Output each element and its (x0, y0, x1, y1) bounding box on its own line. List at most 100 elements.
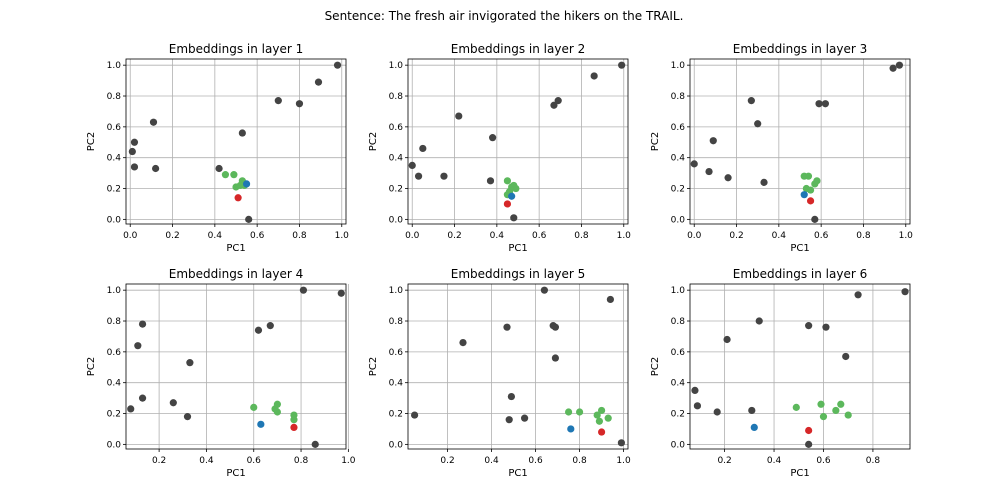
point-other-1 (134, 342, 142, 350)
x-axis-label: PC1 (508, 468, 527, 479)
y-tick-label-3: 0.6 (389, 348, 404, 358)
point-other-10 (889, 64, 897, 72)
point-other-4 (747, 97, 755, 105)
point-other-11 (617, 439, 626, 447)
y-tick-label-3: 0.6 (107, 348, 122, 358)
point-other-0 (130, 138, 139, 146)
point-green-14 (819, 413, 828, 421)
point-other-9 (299, 286, 308, 294)
y-tick-label-2: 0.4 (671, 154, 686, 164)
y-tick-label-2: 0.4 (107, 379, 122, 389)
point-green-12 (503, 177, 512, 185)
point-other-6 (540, 286, 549, 294)
figure-suptitle: Sentence: The fresh air invigorated the … (325, 9, 684, 23)
x-tick-label-5: 1.0 (899, 231, 914, 241)
point-green-16 (595, 417, 604, 425)
point-blue-18 (242, 180, 251, 188)
point-other-5 (183, 413, 192, 421)
y-axis-label: PC2 (86, 357, 97, 376)
x-tick-label-3: 0.6 (814, 231, 829, 241)
x-tick-label-2: 0.6 (528, 456, 543, 466)
x-tick-label-3: 0.8 (294, 456, 309, 466)
point-blue-18 (800, 191, 808, 199)
y-tick-label-5: 1.0 (389, 61, 404, 71)
panel-layer-5: 0.2 0.4 0.6 0.8 1.0 0.0 0.2 0.4 0.6 0.8 1.0 Embeddi… (368, 267, 631, 479)
y-tick-label-3: 0.6 (671, 123, 686, 133)
y-tick-label-2: 0.4 (107, 154, 122, 164)
x-tick-label-4: 0.8 (292, 231, 307, 241)
point-other-11 (333, 61, 342, 69)
x-tick-label-0: 0.0 (123, 231, 138, 241)
y-tick-label-1: 0.2 (107, 410, 121, 420)
point-other-7 (811, 215, 819, 223)
y-tick-label-4: 0.8 (389, 317, 404, 327)
point-green-15 (598, 406, 606, 415)
point-other-0 (408, 161, 416, 170)
point-blue-18 (567, 425, 575, 433)
x-tick-label-1: 0.4 (767, 456, 782, 466)
y-tick-label-4: 0.8 (107, 92, 122, 102)
point-other-4 (152, 164, 160, 173)
point-other-10 (311, 440, 319, 448)
x-axis-label: PC1 (790, 468, 809, 479)
point-other-2 (138, 320, 147, 328)
x-axis-label: PC1 (508, 243, 527, 254)
x-tick-label-5: 1.0 (335, 231, 350, 241)
point-blue-18 (750, 423, 758, 432)
point-other-3 (724, 174, 732, 182)
point-other-10 (314, 78, 323, 86)
panel-layer-3: 0.0 0.2 0.4 0.6 0.8 1.0 0.0 0.2 0.4 0.6 0.8 1.0 Embe… (650, 42, 913, 254)
point-green-17 (813, 177, 821, 185)
x-tick-label-1: 0.2 (165, 231, 179, 241)
y-tick-label-1: 0.2 (671, 410, 685, 420)
point-green-12 (250, 403, 258, 411)
x-tick-label-3: 0.6 (532, 231, 547, 241)
point-green-15 (832, 406, 840, 415)
axes-frame (125, 283, 347, 450)
x-tick-label-2: 0.4 (772, 231, 787, 241)
point-other-1 (693, 402, 702, 410)
panel-title: Embeddings in layer 2 (451, 42, 585, 56)
point-other-9 (551, 354, 560, 362)
point-other-2 (713, 408, 721, 416)
point-other-4 (169, 399, 177, 407)
y-tick-label-4: 0.8 (671, 92, 686, 102)
panel-layer-4: 0.2 0.4 0.6 0.8 1.0 0.0 0.2 0.4 0.6 0.8 1.0 Embeddi… (86, 267, 356, 479)
point-green-12 (221, 171, 230, 179)
y-tick-label-2: 0.4 (389, 154, 404, 164)
x-tick-label-2: 0.6 (247, 456, 262, 466)
point-other-8 (266, 322, 274, 330)
point-green-17 (844, 411, 852, 419)
point-green-16 (837, 400, 845, 408)
point-other-7 (254, 326, 263, 334)
point-other-5 (754, 120, 762, 128)
y-tick-label-5: 1.0 (671, 61, 686, 71)
point-other-5 (489, 134, 497, 142)
x-tick-label-3: 0.6 (250, 231, 265, 241)
point-other-1 (414, 172, 423, 180)
point-red-19 (806, 197, 815, 205)
point-red-19 (234, 194, 242, 202)
panel-title: Embeddings in layer 6 (733, 267, 867, 281)
point-other-10 (590, 72, 598, 80)
x-tick-label-0: 0.0 (687, 231, 702, 241)
y-axis-label: PC2 (368, 132, 379, 151)
y-tick-label-5: 1.0 (107, 286, 122, 296)
panel-title: Embeddings in layer 4 (169, 267, 303, 281)
panel-layer-1: 0.0 0.2 0.4 0.6 0.8 1.0 0.0 0.2 0.4 0.6 0.8 1.0 Embe… (86, 42, 349, 254)
x-tick-label-1: 0.2 (729, 231, 743, 241)
x-tick-label-5: 1.0 (617, 231, 632, 241)
point-other-3 (440, 172, 448, 180)
point-other-8 (274, 97, 282, 105)
y-tick-label-5: 1.0 (389, 286, 404, 296)
x-tick-label-3: 0.8 (866, 456, 881, 466)
point-other-6 (238, 129, 246, 137)
point-other-4 (507, 392, 515, 401)
y-tick-label-0: 0.0 (107, 215, 122, 225)
point-other-5 (521, 414, 529, 422)
x-tick-label-4: 1.0 (341, 456, 356, 466)
point-other-7 (805, 440, 813, 448)
point-other-10 (606, 295, 615, 304)
point-green-13 (817, 400, 825, 408)
x-tick-label-1: 0.4 (484, 456, 499, 466)
